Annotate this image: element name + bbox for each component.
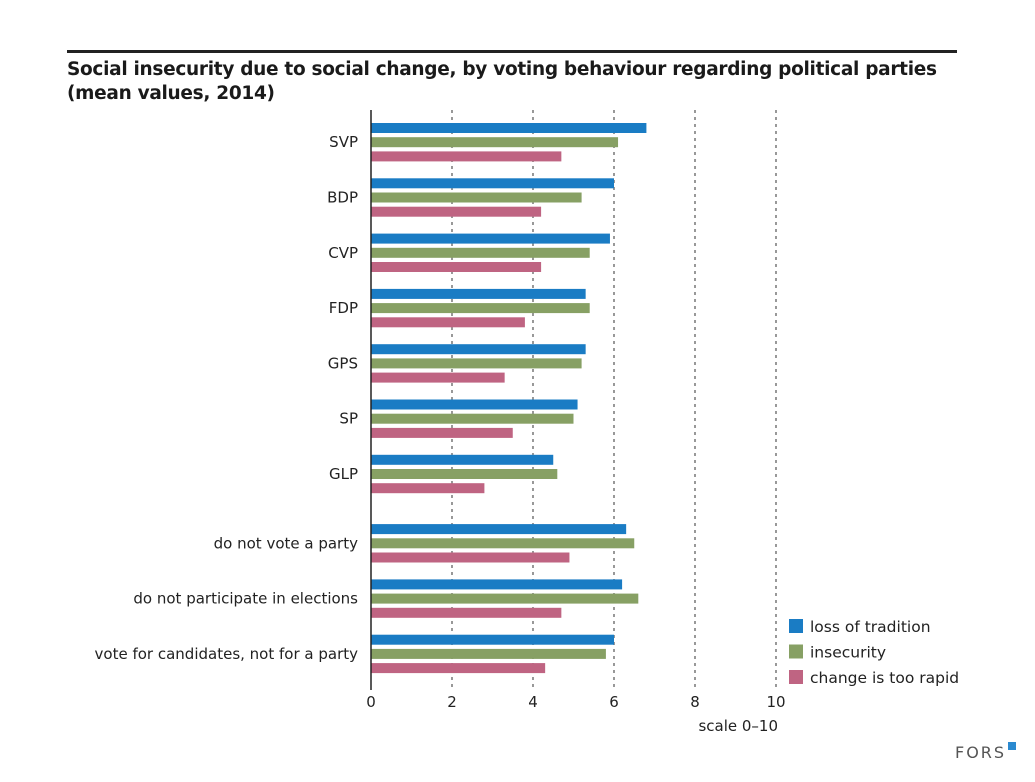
bar-insecurity-5 (371, 358, 582, 369)
bar-loss-of-tradition-9 (371, 579, 623, 590)
x-tick-label-6: 6 (609, 693, 619, 711)
legend-label-2: insecurity (810, 644, 886, 662)
bar-change-is-too-rapid-3 (371, 262, 542, 272)
bar-insecurity-9 (371, 593, 639, 604)
bar-insecurity-8 (371, 538, 635, 549)
x-axis-label: scale 0–10 (698, 717, 778, 735)
category-label-1: SVP (329, 133, 358, 151)
bar-change-is-too-rapid-1 (371, 151, 562, 162)
bar-change-is-too-rapid-8 (371, 552, 570, 563)
legend-swatch-3 (789, 670, 803, 684)
bar-loss-of-tradition-2 (371, 178, 614, 189)
x-tick-label-10: 10 (766, 693, 785, 711)
category-label-10: vote for candidates, not for a party (95, 645, 359, 663)
bar-loss-of-tradition-3 (371, 233, 610, 244)
bar-change-is-too-rapid-5 (371, 372, 505, 383)
legend-swatch-2 (789, 644, 803, 659)
bar-loss-of-tradition-10 (371, 634, 614, 645)
bar-loss-of-tradition-5 (371, 344, 586, 355)
bar-loss-of-tradition-1 (371, 123, 647, 133)
bar-change-is-too-rapid-7 (371, 483, 485, 494)
chart-title: Social insecurity due to social change, … (67, 58, 967, 106)
bar-change-is-too-rapid-6 (371, 427, 513, 438)
bar-loss-of-tradition-7 (371, 454, 554, 465)
bar-loss-of-tradition-6 (371, 399, 578, 410)
fors-logo-mark (1008, 742, 1016, 750)
bar-change-is-too-rapid-2 (371, 206, 542, 217)
bar-insecurity-10 (371, 648, 606, 659)
category-label-9: do not participate in elections (133, 590, 358, 608)
legend-label-1: loss of tradition (810, 618, 931, 636)
x-tick-label-0: 0 (366, 693, 376, 711)
legend-label-3: change is too rapid (810, 669, 959, 687)
category-label-8: do not vote a party (214, 534, 358, 552)
bar-insecurity-7 (371, 469, 558, 479)
category-label-3: CVP (328, 244, 358, 262)
bar-insecurity-3 (371, 247, 590, 258)
bar-insecurity-4 (371, 303, 590, 314)
category-label-6: SP (339, 410, 358, 428)
bar-change-is-too-rapid-10 (371, 663, 546, 674)
bar-insecurity-1 (371, 137, 619, 148)
bar-loss-of-tradition-4 (371, 288, 586, 299)
bar-insecurity-6 (371, 413, 574, 424)
legend-swatch-1 (789, 619, 803, 633)
x-tick-label-4: 4 (528, 693, 538, 711)
bar-change-is-too-rapid-4 (371, 317, 525, 328)
bar-change-is-too-rapid-9 (371, 607, 562, 618)
title-rule (67, 50, 957, 53)
category-label-7: GLP (329, 465, 358, 483)
bar-insecurity-2 (371, 192, 582, 203)
category-label-4: FDP (329, 299, 358, 317)
category-label-2: BDP (327, 189, 358, 207)
chart-title-line-1: Social insecurity due to social change, … (67, 59, 937, 80)
bar-loss-of-tradition-8 (371, 524, 627, 535)
category-label-5: GPS (328, 354, 358, 372)
chart-title-line-2: (mean values, 2014) (67, 83, 275, 104)
x-tick-label-8: 8 (690, 693, 700, 711)
fors-logo: FORS (955, 743, 1007, 762)
x-tick-label-2: 2 (447, 693, 457, 711)
